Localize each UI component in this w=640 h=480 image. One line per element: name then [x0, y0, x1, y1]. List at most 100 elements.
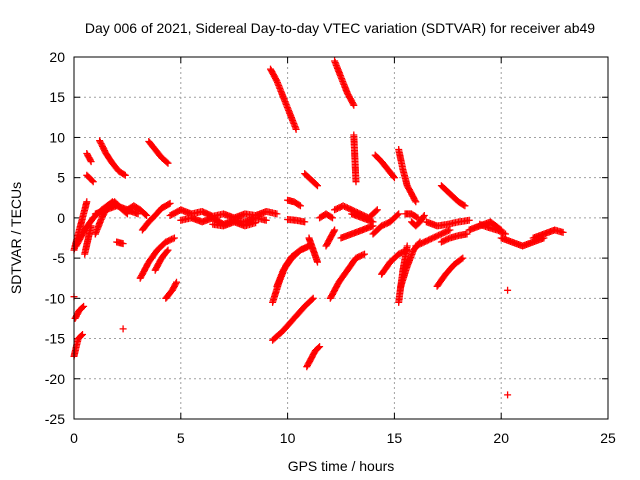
data-point: [120, 170, 128, 178]
x-tick-label: 10: [280, 430, 296, 446]
data-point: [88, 177, 96, 185]
x-tick-labels: 0 5 10 15 20 25: [70, 430, 616, 446]
data-point: [395, 210, 403, 218]
data-point: [121, 171, 129, 179]
data-point: [273, 210, 281, 218]
data-point: [358, 212, 366, 220]
data-point: [361, 250, 368, 258]
x-axis-label: GPS time / hours: [288, 458, 395, 474]
data-point: [91, 230, 99, 238]
y-tick-label: -20: [45, 371, 65, 387]
data-point: [86, 156, 94, 164]
data-point: [411, 197, 419, 204]
data-point: [173, 278, 180, 286]
y-tick-label: 5: [57, 170, 65, 186]
data-point: [413, 213, 421, 221]
data-point: [164, 246, 172, 254]
data-point: [119, 240, 127, 248]
data-point: [460, 201, 468, 209]
data-point: [79, 331, 86, 338]
data-point: [252, 219, 260, 227]
data-point: [314, 182, 321, 190]
data-point: [164, 159, 172, 167]
grid-lines: [74, 57, 608, 419]
data-point: [390, 174, 398, 182]
y-tick-label: -5: [53, 250, 66, 266]
data-point: [83, 198, 91, 206]
data-point: [327, 213, 335, 221]
data-point: [459, 254, 467, 262]
data-point: [78, 332, 85, 339]
data-point: [329, 214, 336, 222]
x-tick-label: 15: [387, 430, 403, 446]
data-point: [172, 280, 180, 288]
data-point: [352, 178, 360, 186]
data-point: [262, 216, 270, 224]
data-point: [390, 173, 397, 180]
x-tick-label: 5: [177, 430, 185, 446]
data-point: [309, 294, 317, 302]
y-tick-label: 0: [57, 210, 65, 226]
data-point: [349, 100, 357, 108]
data-point: [316, 343, 324, 351]
data-point: [330, 227, 338, 235]
data-point: [403, 242, 411, 250]
data-point: [292, 125, 300, 133]
data-point: [359, 251, 367, 259]
y-tick-labels: -25 -20 -15 -10 -5 0 5 10 15 20: [45, 49, 65, 427]
data-point: [369, 218, 377, 226]
data-point: [87, 158, 95, 166]
data-point: [458, 255, 465, 263]
data-point: [315, 344, 323, 352]
data-point: [119, 325, 127, 333]
data-point: [165, 200, 173, 208]
x-tick-label: 25: [600, 430, 616, 446]
data-point: [420, 212, 428, 219]
data-point: [394, 211, 402, 219]
data-point: [463, 230, 471, 238]
x-tick-label: 0: [70, 430, 78, 446]
y-tick-label: -25: [45, 411, 65, 427]
data-point: [163, 158, 171, 166]
y-tick-label: 20: [49, 49, 65, 65]
plot-frame: [73, 56, 609, 420]
data-point: [314, 258, 321, 266]
data-point: [295, 201, 303, 209]
data-points: [70, 57, 567, 399]
data-point: [166, 199, 174, 207]
data-point: [331, 226, 339, 234]
data-point: [446, 226, 454, 234]
data-point: [80, 302, 88, 310]
data-point: [143, 212, 151, 219]
data-point: [308, 295, 316, 303]
y-tick-label: 10: [49, 129, 65, 145]
x-tick-label: 20: [493, 430, 509, 446]
data-point: [504, 391, 512, 399]
chart-title: Day 006 of 2021, Sidereal Day-to-day VTE…: [85, 20, 595, 36]
y-axis-label: SDTVAR / TECUs: [8, 182, 24, 294]
data-point: [169, 235, 177, 243]
data-point: [304, 243, 311, 251]
data-point: [559, 228, 567, 236]
data-point: [312, 181, 320, 189]
y-tick-label: 15: [49, 89, 65, 105]
data-point: [89, 178, 97, 186]
data-point: [163, 247, 171, 255]
data-point: [87, 222, 95, 230]
data-point: [372, 207, 380, 215]
data-point: [79, 303, 86, 311]
data-point: [170, 234, 178, 242]
data-point: [350, 101, 358, 109]
data-point: [461, 202, 469, 210]
data-point: [465, 216, 473, 224]
y-tick-label: -10: [45, 290, 65, 306]
data-point: [504, 286, 512, 294]
data-point: [296, 202, 304, 210]
data-point: [419, 213, 427, 221]
data-point: [142, 211, 150, 218]
data-point: [373, 206, 381, 214]
data-point: [412, 198, 420, 206]
y-tick-label: -15: [45, 331, 65, 347]
data-point: [301, 218, 309, 226]
